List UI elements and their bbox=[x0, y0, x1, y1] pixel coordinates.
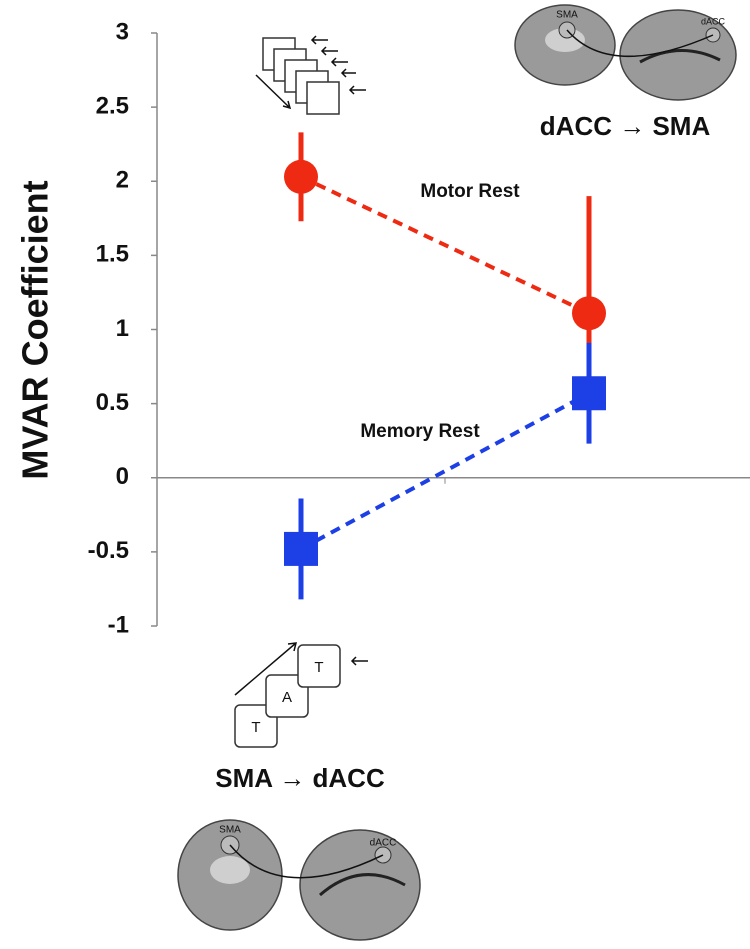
brain-label: dACC bbox=[370, 838, 397, 849]
motor-task-icon bbox=[255, 35, 366, 115]
y-tick-label: 1.5 bbox=[96, 241, 129, 268]
brain-top-icon: SMA dACC bbox=[514, 4, 737, 101]
direction-label: SMA → dACC bbox=[215, 763, 385, 793]
series-line bbox=[300, 174, 590, 316]
point bbox=[572, 376, 606, 411]
y-tick-label: -0.5 bbox=[88, 537, 129, 564]
card-letter: T bbox=[314, 659, 323, 676]
memory-task-icon bbox=[234, 642, 368, 748]
series-label: Memory Rest bbox=[360, 421, 480, 442]
point bbox=[572, 296, 606, 331]
y-tick-label: 2.5 bbox=[96, 92, 129, 119]
direction-label: dACC → SMA bbox=[540, 111, 711, 141]
card-letter: T bbox=[251, 719, 260, 736]
series-label: Motor Rest bbox=[420, 181, 520, 202]
y-tick-label: 2 bbox=[116, 167, 129, 194]
y-axis-label: MVAR Coefficient bbox=[15, 180, 56, 479]
brain-label: SMA bbox=[556, 10, 578, 21]
y-tick-label: 0.5 bbox=[96, 389, 129, 416]
card-letter: A bbox=[282, 689, 292, 706]
point bbox=[284, 531, 318, 566]
y-tick-label: 0 bbox=[116, 463, 129, 490]
y-tick-label: 3 bbox=[116, 18, 129, 45]
y-tick-label: -1 bbox=[108, 611, 129, 638]
point bbox=[284, 159, 318, 194]
brain-label: SMA bbox=[219, 825, 241, 836]
brain-bottom-icon: SMA dACC bbox=[177, 819, 421, 941]
brain-label: dACC bbox=[701, 16, 726, 26]
series-line bbox=[300, 391, 590, 551]
y-tick-label: 1 bbox=[116, 315, 129, 342]
